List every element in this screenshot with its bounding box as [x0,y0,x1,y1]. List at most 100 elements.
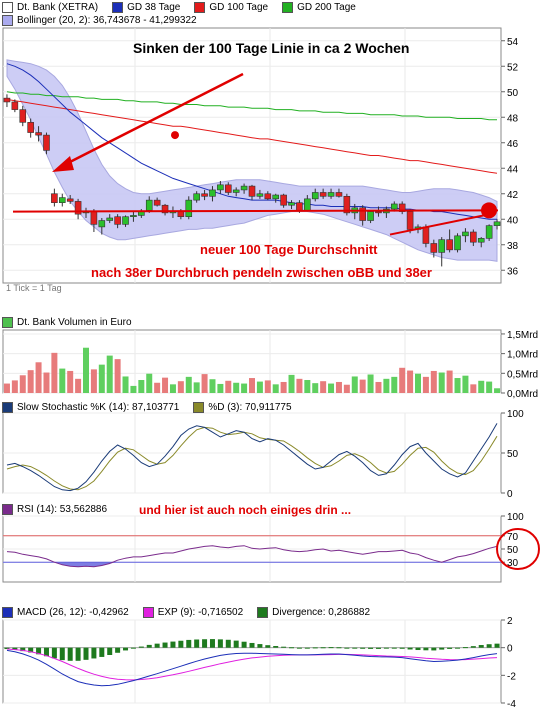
volume-bar [415,373,421,393]
legend-item-price: Dt. Bank (XETRA) [2,1,98,13]
volume-bar [280,381,287,393]
legend-label: GD 100 Tage [209,1,269,13]
candle-body [462,231,469,237]
divergence-bar [178,640,184,648]
divergence-bar [36,647,42,655]
volume-bar [430,370,437,393]
annotation-rsi-note: und hier ist auch noch einiges drin ... [139,503,352,517]
gd100-line [6,98,498,174]
legend-label: GD 200 Tage [297,1,356,13]
price-tick-label: 44 [507,164,519,175]
divergence-bar [202,639,208,648]
rsi-tick-label: 50 [507,545,519,556]
divergence-bar [375,647,381,649]
annotation-rising-line [389,213,491,236]
candle-body [66,198,74,202]
volume-bar [185,376,192,393]
candle-body [240,185,248,191]
candle-body [422,226,430,244]
candle-body [296,202,303,211]
volume-bar [201,374,208,393]
divergence-bar [43,647,49,657]
candle-body [130,215,137,218]
divergence-bar [447,647,453,649]
volume-bar [217,383,224,393]
divergence-bar [154,643,160,648]
volume-tick-label: 0,5Mrd [507,369,538,380]
volume-bar [486,381,493,393]
divergence-bar [439,647,445,650]
candle-body [375,211,382,214]
candle-body [367,211,374,221]
volume-bar [51,352,58,393]
volume-bar [399,367,406,393]
divergence-bar [209,639,215,648]
legend-label: Slow Stochastic %K (14): 87,103771 [17,401,180,413]
volume-bar [351,376,358,393]
annotation-dot-small [171,131,179,140]
volume-bar [422,376,429,393]
volume-bar [264,380,271,393]
legend-swatch [2,316,13,328]
volume-bar [494,388,501,393]
legend-swatch [2,401,13,413]
price-tick-label: 40 [507,215,519,226]
candle-body [185,199,193,218]
macd-frame [2,619,502,704]
rsi-tick-label: 30 [507,558,519,569]
divergence-bar [399,647,405,649]
legend-label: %D (3): 70,911775 [208,401,292,413]
candle-body [343,196,351,214]
legend-label: Divergence: 0,286882 [272,606,371,618]
divergence-bar [99,647,105,657]
legend-swatch [194,1,206,13]
divergence-bar [360,647,366,649]
candle-body [327,192,335,197]
candle-body [177,211,185,218]
candle-body [58,197,66,203]
annotation-arrow-shaft [61,72,244,168]
candle-body [90,211,98,225]
volume-bar [272,384,279,393]
legend-swatch [2,606,13,618]
price-tick-label: 52 [507,62,519,73]
candle-body [359,207,366,221]
candle-body [224,184,232,193]
macd-legend: MACD (26, 12): -0,42962 EXP (9): -0,7165… [2,605,384,619]
volume-bar [462,375,469,393]
candle-body [438,239,446,253]
price-tick-label: 42 [507,190,519,201]
candle-body [288,202,295,206]
candle-body [98,220,106,228]
legend-item-rsi: RSI (14): 53,562886 [2,503,107,515]
candle-body [319,192,327,197]
divergence-bar [431,647,437,651]
divergence-bar [225,639,231,648]
divergence-bar [265,645,271,648]
divergence-bar [478,645,484,648]
divergence-bar [281,646,287,648]
divergence-bar [186,639,192,648]
volume-bar [359,379,366,393]
volume-bar [343,384,350,393]
volume-bar [169,384,176,393]
divergence-bar [407,647,413,650]
candle-body [470,231,477,243]
volume-bar [146,373,153,393]
annotation-horizontal-line [12,209,499,213]
volume-legend: Dt. Bank Volumen in Euro [2,315,146,329]
candle-body [3,97,11,103]
legend-item-exp: EXP (9): -0,716502 [142,606,243,618]
legend-item-stoch-d: %D (3): 70,911775 [193,401,292,413]
volume-bar [225,380,232,393]
divergence-bar [107,647,113,655]
volume-bar [35,362,42,393]
exp-line [6,648,498,681]
candle-body [477,238,485,243]
macd-tick-label: -2 [507,671,516,682]
candle-body [398,203,406,212]
divergence-bar [462,647,468,649]
volume-bar [383,378,390,393]
divergence-bar [304,647,310,649]
